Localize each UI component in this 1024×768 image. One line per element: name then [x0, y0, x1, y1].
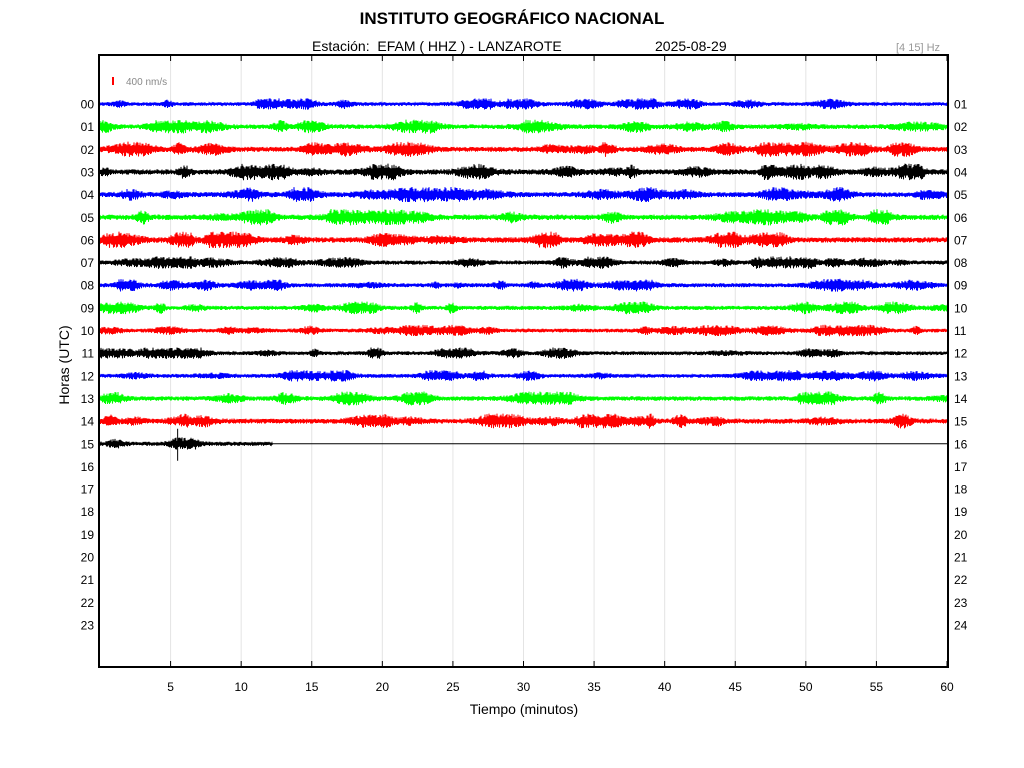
hour-label-left: 13: [81, 392, 95, 406]
hour-label-right: 18: [954, 483, 968, 497]
trace-hour-9: [99, 301, 948, 315]
hour-label-left: 02: [81, 143, 95, 157]
hour-label-left: 18: [81, 505, 95, 519]
x-tick-label: 45: [729, 680, 743, 694]
trace-hour-14: [99, 413, 948, 429]
x-tick-label: 60: [940, 680, 954, 694]
x-tick-label: 50: [799, 680, 813, 694]
x-tick-label: 5: [167, 680, 174, 694]
station-name: EFAM ( HHZ ) - LANZAROTE: [377, 38, 562, 54]
hour-label-left: 06: [81, 233, 95, 247]
hour-label-left: 16: [81, 460, 95, 474]
trace-hour-10: [99, 324, 948, 337]
hour-label-right: 19: [954, 505, 968, 519]
hour-label-right: 04: [954, 165, 968, 179]
hour-label-left: 12: [81, 369, 95, 383]
hour-label-right: 01: [954, 98, 968, 112]
hour-label-right: 06: [954, 211, 968, 225]
hour-label-right: 16: [954, 437, 968, 451]
hour-label-right: 11: [954, 324, 967, 338]
hour-label-left: 08: [81, 279, 95, 293]
hour-label-right: 14: [954, 392, 968, 406]
hour-label-left: 17: [81, 483, 95, 497]
trace-hour-4: [99, 186, 948, 203]
hour-label-left: 03: [81, 165, 95, 179]
x-tick-label: 35: [587, 680, 601, 694]
hour-label-right: 23: [954, 596, 968, 610]
hour-label-right: 22: [954, 573, 968, 587]
trace-hour-12: [99, 370, 948, 382]
scale-bar-label: 400 nm/s: [126, 77, 167, 88]
hour-label-right: 05: [954, 188, 968, 202]
chart-title: INSTITUTO GEOGRÁFICO NACIONAL: [359, 9, 665, 28]
trace-hour-13: [99, 391, 948, 406]
date-label: 2025-08-29: [655, 38, 727, 54]
x-tick-label: 15: [305, 680, 319, 694]
hour-label-left: 05: [81, 211, 95, 225]
hour-label-right: 07: [954, 233, 968, 247]
hour-label-left: 01: [81, 120, 95, 134]
hour-label-left: 09: [81, 301, 95, 315]
x-tick-label: 10: [234, 680, 248, 694]
x-tick-label: 20: [376, 680, 390, 694]
trace-hour-7: [99, 256, 948, 269]
hour-label-right: 08: [954, 256, 968, 270]
hour-label-left: 20: [81, 551, 95, 565]
hour-label-right: 21: [954, 551, 968, 565]
x-tick-label: 25: [446, 680, 460, 694]
trace-hour-15: [99, 437, 273, 450]
trace-hour-5: [99, 208, 948, 226]
trace-hour-3: [99, 163, 948, 181]
hour-label-right: 20: [954, 528, 968, 542]
filter-label: [4 15] Hz: [896, 42, 941, 54]
hour-label-right: 10: [954, 301, 968, 315]
hour-label-right: 17: [954, 460, 968, 474]
hour-label-left: 21: [81, 573, 95, 587]
traces: [99, 98, 948, 461]
trace-hour-8: [99, 278, 948, 292]
hour-label-right: 03: [954, 143, 968, 157]
trace-hour-6: [99, 231, 948, 249]
hour-label-left: 22: [81, 596, 95, 610]
y-axis-label: Horas (UTC): [56, 325, 72, 404]
hour-label-left: 00: [81, 98, 95, 112]
trace-hour-2: [99, 141, 948, 157]
x-axis-ticks: 5 10 15 20 25 30 35 40 45 50 55 60: [167, 55, 954, 694]
scale-bar-icon: [112, 77, 114, 85]
trace-hour-0: [99, 98, 948, 110]
trace-hour-1: [99, 119, 948, 134]
station-info: Estación: EFAM ( HHZ ) - LANZAROTE: [312, 38, 562, 54]
hour-label-left: 14: [81, 415, 95, 429]
hour-label-left: 04: [81, 188, 95, 202]
hour-label-right: 09: [954, 279, 968, 293]
hour-label-left: 10: [81, 324, 95, 338]
x-tick-label: 55: [870, 680, 884, 694]
grid: [170, 56, 877, 666]
left-hour-labels: 00 01 02 03 04 05 06 07 08 09 10 11 12 13 14 15 16 17 18 19…: [81, 98, 95, 633]
hour-label-left: 19: [81, 528, 95, 542]
x-axis-label: Tiempo (minutos): [470, 701, 578, 717]
hour-label-left: 11: [82, 347, 95, 361]
x-tick-label: 40: [658, 680, 672, 694]
hour-label-right: 13: [954, 369, 968, 383]
hour-label-left: 07: [81, 256, 95, 270]
station-prefix: Estación:: [312, 38, 370, 54]
hour-label-right: 15: [954, 415, 968, 429]
hour-label-left: 23: [81, 618, 95, 632]
hour-label-right: 02: [954, 120, 968, 134]
hour-label-left: 15: [81, 437, 95, 451]
hour-label-right: 12: [954, 347, 968, 361]
right-hour-labels: 01 02 03 04 05 06 07 08 09 10 11 12 13 14 15 16 17 18 19 20…: [954, 98, 968, 633]
hour-label-right: 24: [954, 618, 968, 632]
x-tick-label: 30: [517, 680, 531, 694]
trace-hour-11: [99, 347, 948, 359]
